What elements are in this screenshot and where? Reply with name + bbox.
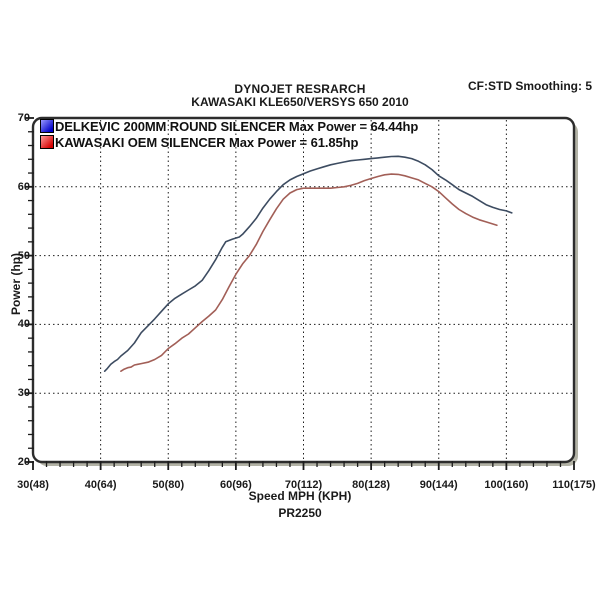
x-tick-label: 80(128) — [352, 479, 391, 491]
legend-swatch-blue-icon — [40, 119, 54, 133]
smoothing-info: CF:STD Smoothing: 5 — [468, 79, 592, 93]
y-tick-label: 20 — [17, 456, 30, 468]
legend-label-oem: KAWASAKI OEM SILENCER Max Power = 61.85h… — [55, 134, 359, 150]
y-tick-label: 60 — [17, 180, 30, 193]
x-tick-label: 90(144) — [419, 479, 458, 491]
y-tick-label: 50 — [17, 249, 30, 262]
x-tick-label: 30(48) — [17, 479, 49, 491]
x-axis-title: Speed MPH (KPH) — [248, 489, 352, 503]
y-tick-label: 70 — [17, 112, 30, 124]
axis-ticks — [25, 117, 575, 470]
x-tick-label: 70(112) — [284, 479, 323, 491]
legend: DELKEVIC 200MM ROUND SILENCER Max Power … — [40, 118, 418, 150]
x-tick-label: 100(160) — [484, 479, 529, 491]
legend-swatch-red-icon — [40, 135, 54, 149]
chart-title: DYNOJET RESRARCH — [234, 82, 366, 96]
chart-subtitle: KAWASAKI KLE650/VERSYS 650 2010 — [191, 95, 409, 109]
power-curve-delkevic — [103, 155, 513, 373]
x-tick-label: 40(64) — [84, 479, 117, 491]
legend-item-delkevic: DELKEVIC 200MM ROUND SILENCER Max Power … — [40, 118, 418, 134]
legend-label-delkevic: DELKEVIC 200MM ROUND SILENCER Max Power … — [55, 118, 419, 134]
x-tick-label: 50(80) — [152, 479, 185, 491]
power-curves — [103, 155, 513, 373]
y-axis-title: Power (hp) — [9, 253, 23, 315]
y-tick-label: 40 — [17, 318, 30, 331]
y-tick-label: 30 — [17, 387, 30, 400]
x-tick-label: 60(96) — [219, 479, 252, 491]
power-curve-oem — [120, 173, 498, 373]
legend-item-oem: KAWASAKI OEM SILENCER Max Power = 61.85h… — [40, 134, 418, 150]
run-code: PR2250 — [278, 506, 322, 520]
x-tick-label: 110(175) — [552, 479, 596, 491]
